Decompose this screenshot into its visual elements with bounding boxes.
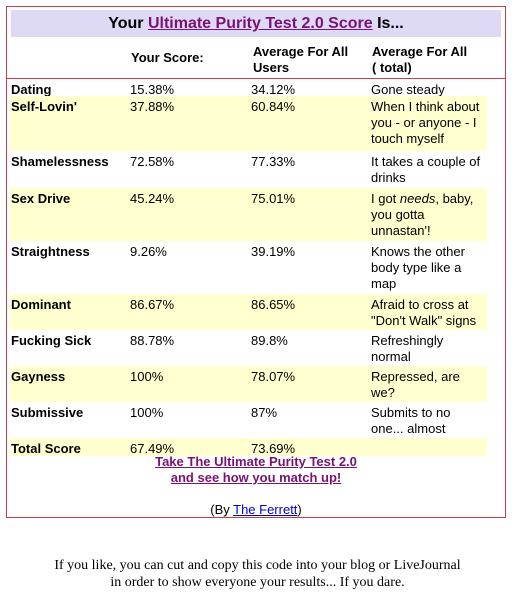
header-average-total-line2: ( total) xyxy=(372,60,412,75)
row-average-users: 86.65% xyxy=(251,297,296,312)
row-category: Shamelessness xyxy=(11,154,109,169)
take-test-link-line1: Take The Ultimate Purity Test 2.0 xyxy=(155,454,357,469)
row-your-score: 100% xyxy=(130,369,164,384)
row-average-total-line: you - or anyone - I xyxy=(371,115,477,130)
row-category: Self-Lovin' xyxy=(11,99,77,114)
row-average-total-line: It takes a couple of xyxy=(371,154,481,169)
row-average-total-line: we? xyxy=(371,385,395,400)
row-your-score: 72.58% xyxy=(130,154,175,169)
row-average-total: Repressed, are we? xyxy=(371,369,491,401)
row-your-score: 86.67% xyxy=(130,297,175,312)
row-average-total: Refreshingly normal xyxy=(371,333,491,365)
row-average-total: Afraid to cross at "Don't Walk" signs xyxy=(371,297,491,329)
byline-prefix: (By xyxy=(210,502,234,517)
title-suffix: Is... xyxy=(372,15,404,32)
table-row: Straightness 9.26% 39.19% Knows the other bo… xyxy=(7,241,505,294)
table-row: Submissive 100% 87% Submits to no one... alm… xyxy=(7,402,505,438)
row-average-users: 75.01% xyxy=(251,191,296,206)
results-title: Your Ultimate Purity Test 2.0 Score Is..… xyxy=(11,10,501,37)
row-average-total-line: "Don't Walk" signs xyxy=(371,313,477,328)
footer-note: If you like, you can cut and copy this c… xyxy=(0,557,515,591)
row-average-total: Knows the other body type like a map xyxy=(371,244,491,292)
row-average-total-line: Knows the other xyxy=(371,244,465,259)
row-background xyxy=(10,96,487,151)
table-row: Total Score 67.49% 73.69% xyxy=(7,438,505,456)
table-header: Your Score: Average For All Users Averag… xyxy=(7,40,505,79)
footer-line1: If you like, you can cut and copy this c… xyxy=(54,558,461,573)
row-category: Dominant xyxy=(11,297,71,312)
row-average-total-line: you gotta xyxy=(371,207,425,222)
row-average-total: I got needs, baby, you gotta unnastan'! xyxy=(371,191,491,239)
row-your-score: 15.38% xyxy=(130,82,175,97)
row-background xyxy=(10,366,487,402)
results-box: Your Ultimate Purity Test 2.0 Score Is..… xyxy=(6,6,506,518)
row-your-score: 9.26% xyxy=(130,244,167,259)
header-average-users: Average For All Users xyxy=(253,44,348,76)
test-title-link[interactable]: Ultimate Purity Test 2.0 Score xyxy=(147,15,373,32)
row-average-total-line: touch myself xyxy=(371,131,444,146)
row-average-total-line: I got needs, baby, xyxy=(371,191,474,206)
header-average-users-line2: Users xyxy=(253,60,290,75)
row-your-score: 67.49% xyxy=(130,441,175,456)
row-average-total-line: Refreshingly xyxy=(371,333,444,348)
row-your-score: 100% xyxy=(130,405,164,420)
row-average-users: 78.07% xyxy=(251,369,296,384)
header-average-total-line1: Average For All xyxy=(372,44,468,59)
table-row: Sex Drive 45.24% 75.01% I got needs, baby, y… xyxy=(7,188,505,241)
row-category: Total Score xyxy=(11,441,81,456)
row-average-users: 77.33% xyxy=(251,154,296,169)
row-average-total-line: unnastan'! xyxy=(371,223,431,238)
row-average-users: 89.8% xyxy=(251,333,288,348)
take-test-link[interactable]: Take The Ultimate Purity Test 2.0 and se… xyxy=(7,454,505,486)
row-background xyxy=(10,294,487,330)
row-category: Sex Drive xyxy=(11,191,71,206)
take-test-link-line2: and see how you match up! xyxy=(170,470,342,485)
row-your-score: 37.88% xyxy=(130,99,175,114)
table-row: Dominant 86.67% 86.65% Afraid to cross at "D… xyxy=(7,294,505,330)
table-row: Fucking Sick 88.78% 89.8% Refreshingly norma… xyxy=(7,330,505,366)
footer-line2: in order to show everyone your results..… xyxy=(110,575,405,590)
row-category: Submissive xyxy=(11,405,84,420)
row-average-total: Submits to no one... almost xyxy=(371,405,491,437)
row-average-total-line: one... almost xyxy=(371,421,446,436)
row-your-score: 88.78% xyxy=(130,333,175,348)
row-average-total: It takes a couple of drinks xyxy=(371,154,491,186)
row-category: Straightness xyxy=(11,244,90,259)
author-link[interactable]: The Ferrett xyxy=(233,502,298,517)
row-category: Gayness xyxy=(11,369,66,384)
table-row: Gayness 100% 78.07% Repressed, are we? xyxy=(7,366,505,402)
row-average-users: 39.19% xyxy=(251,244,296,259)
row-average-total-line: Submits to no xyxy=(371,405,451,420)
header-average-total: Average For All ( total) xyxy=(372,44,467,76)
row-average-users: 34.12% xyxy=(251,82,296,97)
byline: (By The Ferrett) xyxy=(7,502,505,517)
table-row: Shamelessness 72.58% 77.33% It takes a coup… xyxy=(7,151,505,188)
table-row: Self-Lovin' 37.88% 60.84% When I think abou… xyxy=(7,96,505,151)
row-average-total-line: When I think about xyxy=(371,99,480,114)
title-prefix: Your xyxy=(108,15,148,32)
row-average-total: Gone steady xyxy=(371,82,491,98)
row-average-users: 73.69% xyxy=(251,441,296,456)
byline-suffix: ) xyxy=(297,502,302,517)
row-average-total-line: map xyxy=(371,276,397,291)
row-your-score: 45.24% xyxy=(130,191,175,206)
row-average-users: 60.84% xyxy=(251,99,296,114)
row-average-total-line: Repressed, are xyxy=(371,369,460,384)
table-row: Dating 15.38% 34.12% Gone steady xyxy=(7,79,505,98)
row-background xyxy=(10,438,487,456)
row-category: Fucking Sick xyxy=(11,333,92,348)
row-category: Dating xyxy=(11,82,52,97)
row-background xyxy=(10,188,487,241)
row-average-total-line: Gone steady xyxy=(371,82,445,97)
row-average-users: 87% xyxy=(251,405,278,420)
header-your-score: Your Score: xyxy=(131,50,204,65)
row-average-total-line: drinks xyxy=(371,170,406,185)
row-average-total-line: body type like a xyxy=(371,260,462,275)
header-average-users-line1: Average For All xyxy=(253,44,349,59)
row-average-total-line: normal xyxy=(371,349,411,364)
row-average-total-line: Afraid to cross at xyxy=(371,297,469,312)
